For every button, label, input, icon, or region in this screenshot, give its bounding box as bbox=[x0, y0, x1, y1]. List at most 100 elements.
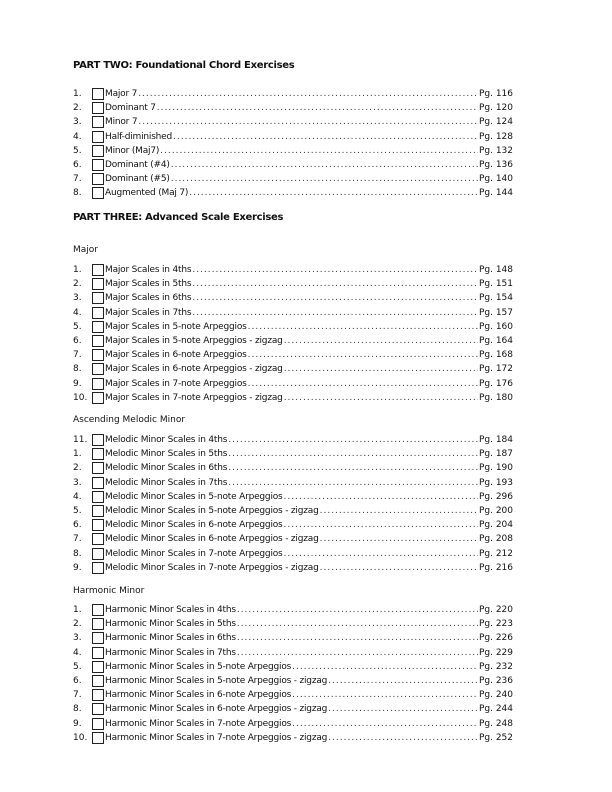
dot-leader bbox=[328, 702, 478, 716]
checkbox[interactable] bbox=[92, 116, 104, 129]
toc-entry: 1. Melodic Minor Scales in 5ths Pg. 187 bbox=[73, 447, 513, 461]
checkbox[interactable] bbox=[92, 349, 104, 362]
entry-title: Major 7 bbox=[105, 89, 138, 99]
entry-title: Major Scales in 6-note Arpeggios - zigza… bbox=[105, 364, 283, 375]
toc-entry: 9. Major Scales in 7-note Arpeggios Pg. 17… bbox=[73, 377, 513, 391]
entry-number: 3. bbox=[73, 633, 82, 644]
dot-leader bbox=[192, 306, 478, 320]
entry-number: 7. bbox=[73, 350, 82, 361]
dot-leader bbox=[320, 504, 478, 518]
checkbox[interactable] bbox=[92, 717, 104, 730]
checkbox[interactable] bbox=[92, 88, 104, 101]
checkbox[interactable] bbox=[92, 187, 104, 200]
toc-entry: 4. Harmonic Minor Scales in 7ths Pg. 229 bbox=[73, 646, 513, 660]
checkbox[interactable] bbox=[92, 292, 104, 305]
toc-entry: 7. Harmonic Minor Scales in 6-note Arpegg… bbox=[73, 688, 513, 702]
entry-title: Melodic Minor Scales in 6ths bbox=[105, 463, 228, 474]
checkbox[interactable] bbox=[92, 689, 104, 702]
entry-number: 2. bbox=[73, 463, 82, 474]
checkbox[interactable] bbox=[92, 632, 104, 645]
checkbox[interactable] bbox=[92, 159, 104, 172]
checkbox[interactable] bbox=[92, 264, 104, 277]
checkbox[interactable] bbox=[92, 490, 104, 503]
entry-number: 6. bbox=[73, 335, 82, 346]
dot-leader bbox=[237, 646, 478, 660]
entry-page: Pg. 200 bbox=[478, 505, 513, 516]
checkbox[interactable] bbox=[92, 448, 104, 461]
entry-number: 4. bbox=[73, 131, 82, 142]
checkbox[interactable] bbox=[92, 320, 104, 333]
entry-title: Major Scales in 7-note Arpeggios bbox=[105, 378, 247, 389]
checkbox[interactable] bbox=[92, 731, 104, 744]
dot-leader bbox=[237, 631, 478, 645]
entry-page: Pg. 128 bbox=[478, 131, 513, 142]
toc-entry: 8. Harmonic Minor Scales in 6-note Arpegg… bbox=[73, 702, 513, 716]
entry-number: 3. bbox=[73, 477, 82, 488]
checkbox[interactable] bbox=[92, 144, 104, 157]
checkbox[interactable] bbox=[92, 533, 104, 546]
checkbox[interactable] bbox=[92, 102, 104, 115]
checkbox[interactable] bbox=[92, 675, 104, 688]
entry-title: Melodic Minor Scales in 7ths bbox=[105, 477, 228, 488]
checkbox[interactable] bbox=[92, 462, 104, 475]
dot-leader bbox=[173, 130, 478, 144]
checkbox[interactable] bbox=[92, 377, 104, 390]
dot-leader bbox=[171, 172, 478, 186]
checkbox[interactable] bbox=[92, 476, 104, 489]
checkbox[interactable] bbox=[92, 660, 104, 673]
entry-title: Harmonic Minor Scales in 6ths bbox=[105, 633, 236, 644]
checkbox[interactable] bbox=[92, 363, 104, 376]
checkbox[interactable] bbox=[92, 646, 104, 659]
entry-number: 6. bbox=[73, 159, 82, 170]
checkbox[interactable] bbox=[92, 434, 104, 447]
checkbox[interactable] bbox=[92, 505, 104, 518]
checkbox[interactable] bbox=[92, 561, 104, 574]
entry-title: Harmonic Minor Scales in 7ths bbox=[105, 647, 236, 658]
entry-page: Pg. 190 bbox=[478, 463, 513, 474]
entry-title: Melodic Minor Scales in 5ths bbox=[105, 449, 228, 460]
dot-leader bbox=[228, 476, 478, 490]
entry-page: Pg. 164 bbox=[478, 335, 513, 346]
dot-leader bbox=[292, 688, 478, 702]
melodic-minor-heading: Ascending Melodic Minor bbox=[73, 415, 186, 425]
checkbox[interactable] bbox=[92, 391, 104, 404]
entry-page: Pg. 229 bbox=[478, 647, 513, 658]
checkbox[interactable] bbox=[92, 278, 104, 291]
checkbox[interactable] bbox=[92, 130, 104, 143]
entry-page: Pg. 193 bbox=[478, 477, 513, 488]
entry-title: Melodic Minor Scales in 5-note Arpeggios bbox=[105, 491, 283, 502]
dot-leader bbox=[189, 186, 478, 200]
checkbox[interactable] bbox=[92, 547, 104, 560]
entry-title: Minor 7 bbox=[105, 117, 138, 128]
toc-entry: 2. Major Scales in 5ths Pg. 151 bbox=[73, 277, 513, 291]
toc-entry: 6. Major Scales in 5-note Arpeggios - zig… bbox=[73, 334, 513, 348]
entry-page: Pg. 124 bbox=[478, 117, 513, 128]
entry-title: Dominant (#4) bbox=[105, 159, 170, 170]
entry-page: Pg. 148 bbox=[478, 265, 513, 275]
dot-leader bbox=[228, 433, 478, 447]
entry-page: Pg. 144 bbox=[478, 188, 513, 199]
checkbox[interactable] bbox=[92, 519, 104, 532]
entry-page: Pg. 216 bbox=[478, 562, 513, 573]
toc-entry: 4. Melodic Minor Scales in 5-note Arpeggi… bbox=[73, 490, 513, 504]
entry-title: Harmonic Minor Scales in 6-note Arpeggio… bbox=[105, 704, 328, 715]
entry-page: Pg. 176 bbox=[478, 378, 513, 389]
checkbox[interactable] bbox=[92, 618, 104, 631]
checkbox[interactable] bbox=[92, 306, 104, 319]
entry-number: 1. bbox=[73, 449, 82, 460]
toc-entry: 1. Major 7 Pg. 116 bbox=[73, 87, 513, 101]
dot-leader bbox=[237, 603, 478, 617]
checkbox[interactable] bbox=[92, 335, 104, 348]
entry-title: Major Scales in 4ths bbox=[105, 265, 192, 275]
checkbox[interactable] bbox=[92, 173, 104, 186]
entry-page: Pg. 296 bbox=[478, 491, 513, 502]
checkbox[interactable] bbox=[92, 604, 104, 617]
dot-leader bbox=[284, 518, 478, 532]
toc-entry: 5. Harmonic Minor Scales in 5-note Arpegg… bbox=[73, 660, 513, 674]
entry-title: Dominant 7 bbox=[105, 103, 156, 114]
dot-leader bbox=[192, 263, 478, 277]
dot-leader bbox=[292, 717, 478, 731]
checkbox[interactable] bbox=[92, 703, 104, 716]
entry-number: 1. bbox=[73, 605, 82, 615]
